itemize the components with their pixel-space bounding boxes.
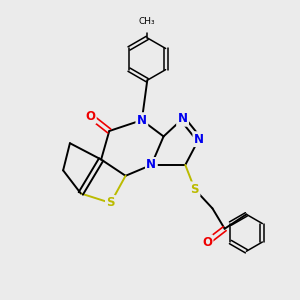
Text: CH₃: CH₃ <box>139 17 156 26</box>
Text: N: N <box>194 133 204 146</box>
Text: N: N <box>178 112 188 125</box>
Text: S: S <box>190 183 199 196</box>
Text: O: O <box>85 110 95 123</box>
Text: O: O <box>202 236 212 249</box>
Text: S: S <box>106 196 115 209</box>
Text: N: N <box>146 158 156 171</box>
Text: N: N <box>137 114 147 127</box>
